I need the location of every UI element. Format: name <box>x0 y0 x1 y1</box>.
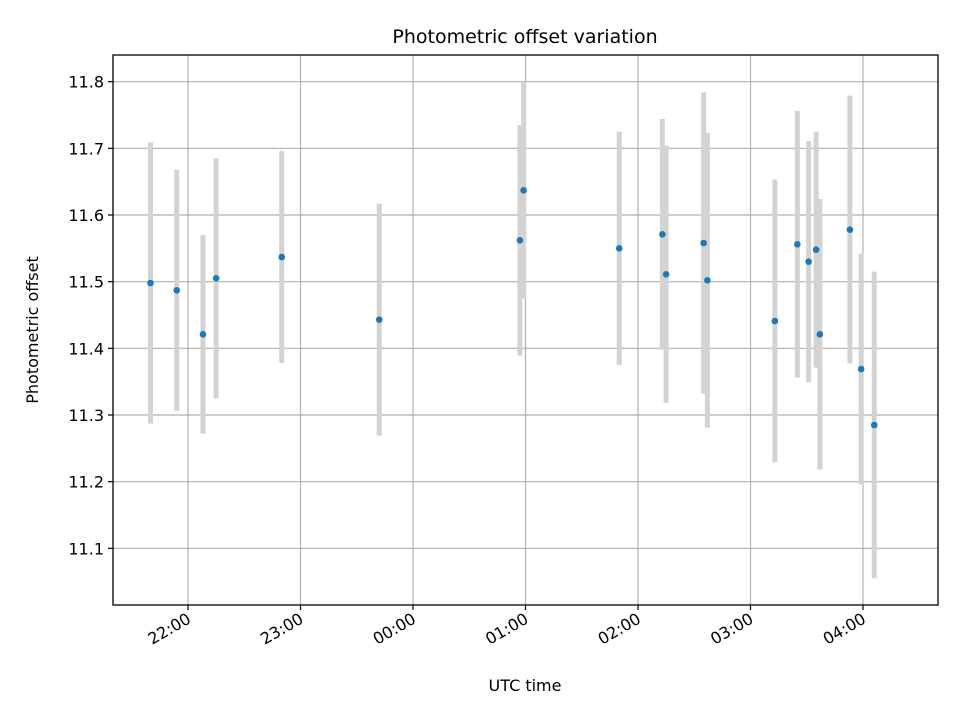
data-point <box>846 226 854 233</box>
data-point <box>375 316 383 323</box>
data-point <box>870 421 878 429</box>
y-tick-label: 11.2 <box>68 473 104 492</box>
data-point <box>615 245 623 252</box>
data-point <box>771 317 779 325</box>
y-tick-label: 11.7 <box>68 139 104 158</box>
data-point <box>816 331 824 338</box>
data-point <box>805 258 812 265</box>
y-tick-label: 11.8 <box>68 73 104 92</box>
data-point <box>212 275 220 282</box>
data-points <box>147 187 878 429</box>
data-point <box>278 253 286 261</box>
y-tick-label: 11.6 <box>68 206 104 225</box>
y-tick-label: 11.3 <box>68 406 104 425</box>
data-point <box>857 365 865 373</box>
y-tick-label: 11.1 <box>68 539 104 558</box>
y-tick-label: 11.4 <box>68 339 104 358</box>
data-point <box>199 331 207 338</box>
chart-title: Photometric offset variation <box>392 26 657 48</box>
x-axis-label: UTC time <box>489 676 562 695</box>
data-point <box>173 287 181 294</box>
y-axis-ticks: 11.1 11.2 11.3 11.4 11.5 11.6 11.7 11.8 <box>68 73 113 558</box>
data-point <box>700 239 707 247</box>
data-point <box>516 237 524 244</box>
data-point <box>520 187 527 194</box>
data-point <box>659 231 666 238</box>
y-tick-label: 11.5 <box>68 273 104 292</box>
data-point <box>662 271 670 278</box>
data-point <box>147 279 154 287</box>
y-axis-label: Photometric offset <box>23 256 42 404</box>
data-point <box>794 241 801 248</box>
data-point <box>812 246 820 253</box>
data-point <box>704 277 711 284</box>
